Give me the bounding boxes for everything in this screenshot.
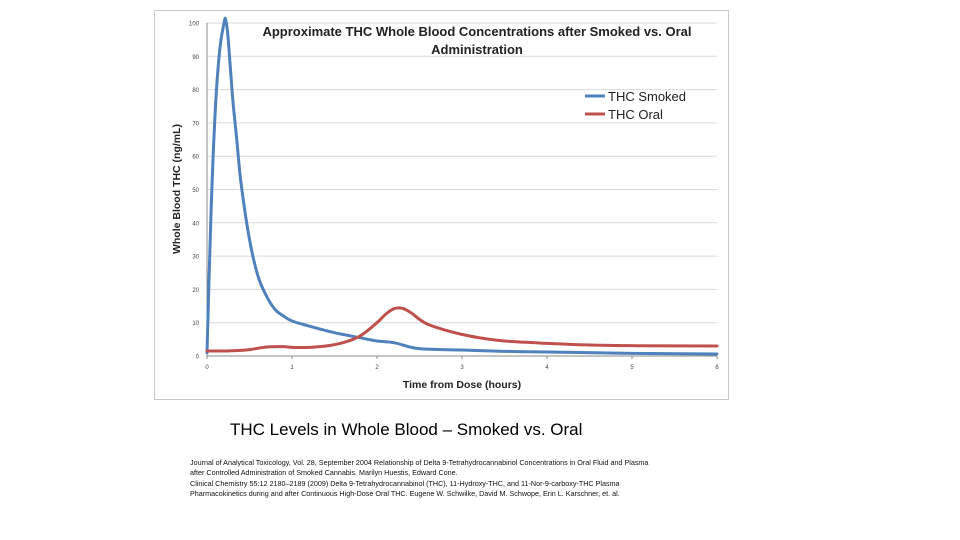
y-tick-label: 10 <box>192 321 199 327</box>
x-tick-label: 1 <box>290 365 294 371</box>
y-tick-label: 80 <box>192 88 199 94</box>
x-tick-label: 4 <box>545 365 549 371</box>
y-axis-label: Whole Blood THC (ng/mL) <box>171 124 183 254</box>
chart-title-line1: Approximate THC Whole Blood Concentratio… <box>262 24 691 39</box>
y-tick-label: 100 <box>189 22 200 28</box>
y-tick-label: 0 <box>196 355 200 361</box>
series-line-oral <box>205 306 719 353</box>
x-tick-label: 0 <box>205 365 209 371</box>
x-tick-label: 3 <box>460 365 464 371</box>
chart-frame: 0 10 20 30 40 50 60 70 80 90 100 0 1 2 3 4 5 6 Approximat… <box>154 10 729 400</box>
legend-label-smoked: THC Smoked <box>608 89 686 104</box>
thc-concentration-chart: 0 10 20 30 40 50 60 70 80 90 100 0 1 2 3 4 5 6 Approximat… <box>171 16 719 391</box>
chart-title-line2: Administration <box>431 42 523 57</box>
reference-2: Clinical Chemistry 55:12 2180–2189 (2009… <box>190 479 620 498</box>
series-lines <box>205 16 719 356</box>
references: Journal of Analytical Toxicology, Vol. 2… <box>190 458 660 500</box>
y-tick-label: 70 <box>192 121 199 127</box>
axes <box>206 23 718 359</box>
x-tick-label: 6 <box>715 365 719 371</box>
y-tick-label: 50 <box>192 188 199 194</box>
y-tick-label: 40 <box>192 221 199 227</box>
x-tick-label: 2 <box>375 365 379 371</box>
tick-labels: 0 10 20 30 40 50 60 70 80 90 100 0 1 2 3 4 5 6 <box>189 22 719 372</box>
y-tick-label: 60 <box>192 155 199 161</box>
y-tick-label: 90 <box>192 55 199 61</box>
series-line-smoked <box>205 16 719 356</box>
x-tick-label: 5 <box>630 365 634 371</box>
slide-caption: THC Levels in Whole Blood – Smoked vs. O… <box>230 420 583 439</box>
y-tick-label: 30 <box>192 255 199 261</box>
grid-lines <box>207 22 717 324</box>
x-axis-label: Time from Dose (hours) <box>403 379 521 391</box>
legend: THC Smoked THC Oral <box>585 89 686 122</box>
reference-1: Journal of Analytical Toxicology, Vol. 2… <box>190 458 649 477</box>
legend-label-oral: THC Oral <box>608 107 663 122</box>
y-tick-label: 20 <box>192 288 199 294</box>
